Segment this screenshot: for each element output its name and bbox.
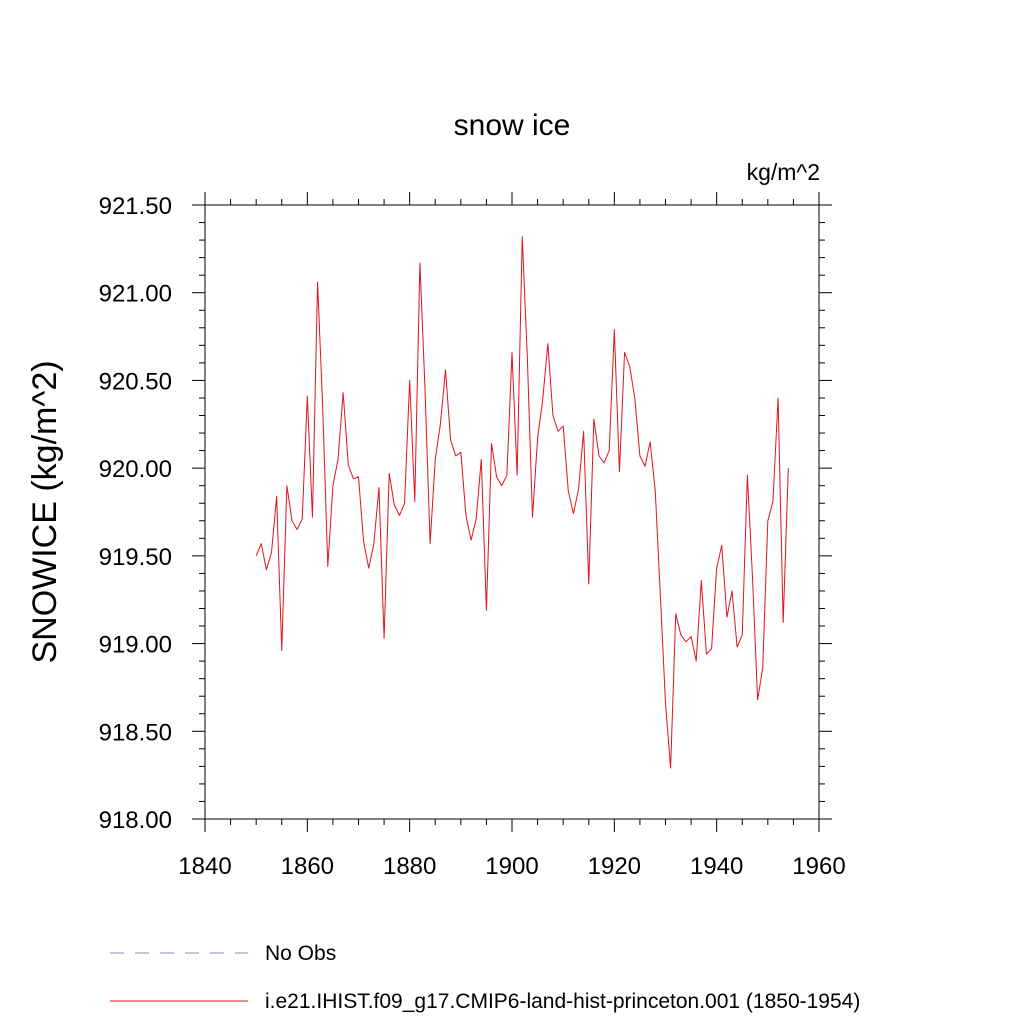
series-line-1 [255, 236, 789, 769]
y-tick-label: 920.00 [99, 456, 172, 483]
plot-frame [204, 204, 820, 820]
y-tick-label: 920.50 [99, 368, 172, 395]
axis-tick-labels: 1840 1860 1880 1900 1920 1940 1960 918.00 918.50… [99, 193, 846, 880]
x-tick-label: 1920 [588, 853, 641, 880]
y-tick-label: 919.00 [99, 632, 172, 659]
y-tick-label: 919.50 [99, 544, 172, 571]
x-tick-label: 1900 [485, 853, 538, 880]
legend-label-model: i.e21.IHIST.f09_g17.CMIP6-land-hist-prin… [265, 990, 860, 1013]
y-axis-title: SNOWICE (kg/m^2) [26, 360, 64, 663]
chart-title: snow ice [454, 109, 571, 142]
y-tick-label: 921.00 [99, 281, 172, 308]
y-tick-label: 918.50 [99, 719, 172, 746]
y-tick-label: 921.50 [99, 193, 172, 220]
x-tick-label: 1960 [792, 853, 845, 880]
x-tick-label: 1840 [178, 853, 231, 880]
x-tick-label: 1880 [383, 853, 436, 880]
units-label: kg/m^2 [747, 159, 820, 185]
axis-ticks [192, 192, 832, 832]
legend-label-no-obs: No Obs [265, 942, 336, 965]
y-tick-label: 918.00 [99, 807, 172, 834]
series-layer [255, 236, 789, 769]
x-tick-label: 1940 [690, 853, 743, 880]
x-tick-label: 1860 [281, 853, 334, 880]
